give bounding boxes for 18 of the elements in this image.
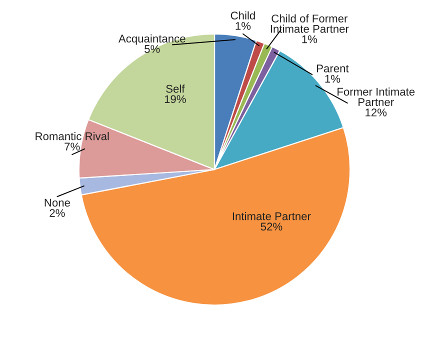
data-label: 1% — [302, 35, 318, 44]
data-label: 19% — [164, 95, 186, 104]
slice-label: Parent — [317, 64, 349, 72]
slice-label: Self — [166, 84, 185, 93]
slice-label: Romantic Rival — [36, 132, 109, 140]
data-label: 1% — [325, 74, 340, 83]
slice-label: Acquaintance — [118, 34, 186, 45]
data-label: 52% — [260, 222, 282, 231]
slice-label: Intimate Partner — [232, 212, 311, 220]
data-label: 5% — [144, 45, 160, 53]
slice-label: None — [44, 198, 70, 207]
slice-label: Child of Former Intimate Partner — [270, 14, 349, 33]
data-label: 2% — [50, 209, 65, 217]
data-label: 7% — [64, 142, 80, 150]
data-label: 12% — [366, 108, 387, 116]
data-label: 1% — [236, 22, 251, 30]
slice-label: Former Intimate Partner — [338, 88, 415, 106]
slice-label: Child — [230, 11, 255, 20]
